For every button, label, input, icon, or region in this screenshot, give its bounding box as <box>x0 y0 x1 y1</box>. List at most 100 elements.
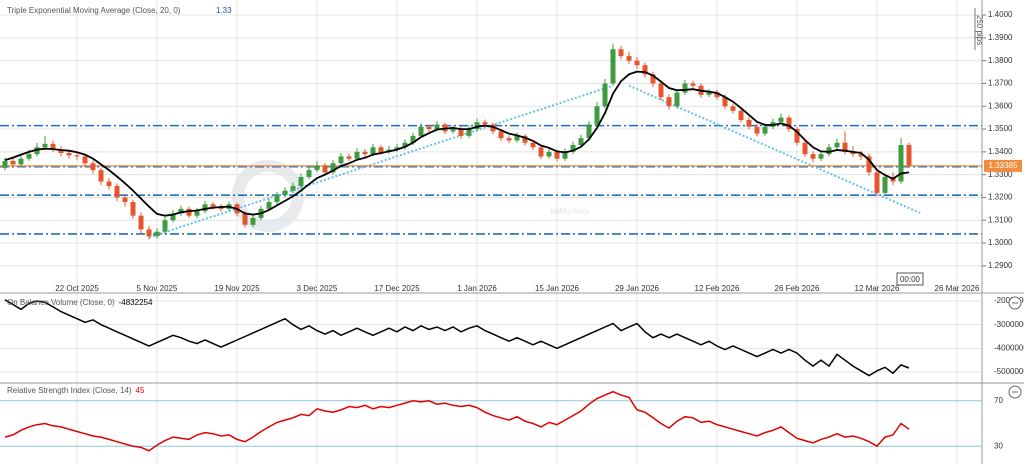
candle-body <box>106 181 112 187</box>
candle-body <box>114 186 120 198</box>
candle-body <box>474 122 480 130</box>
candle-body <box>426 126 432 130</box>
candle-body <box>826 147 832 155</box>
candle-body <box>682 83 688 93</box>
candle-body <box>130 202 136 216</box>
indicator-line <box>4 390 910 452</box>
indicator-title: Triple Exponential Moving Average (Close… <box>7 6 181 15</box>
candle-body <box>906 145 912 166</box>
y-tick-label: 1.2900 <box>988 261 1013 270</box>
time-label: 00:00 <box>900 275 921 284</box>
watermark: tetMarkets <box>550 207 591 216</box>
candle-body <box>618 49 624 57</box>
candle-body <box>642 65 648 75</box>
candle-body <box>2 160 8 168</box>
y-tick-label: 1.3600 <box>988 101 1013 110</box>
candle-body <box>98 170 104 182</box>
candle-body <box>450 129 456 132</box>
candle-body <box>858 154 864 157</box>
candle-body <box>490 124 496 132</box>
candle-body <box>690 83 696 86</box>
candle-body <box>554 151 560 159</box>
candle-body <box>10 160 16 165</box>
indicator-value: 1.33 <box>216 6 232 15</box>
candle-body <box>562 151 568 159</box>
y-tick-label: 1.3800 <box>988 56 1013 65</box>
candle-body <box>314 165 320 171</box>
candle-body <box>514 135 520 141</box>
candle-body <box>898 145 904 182</box>
candle-body <box>706 92 712 95</box>
indicator-title: Relative Strength Index (Close, 14) <box>7 386 132 395</box>
candle-body <box>754 126 760 134</box>
panel-button[interactable] <box>1008 385 1022 399</box>
candle-body <box>466 129 472 136</box>
candle-body <box>402 142 408 148</box>
x-tick-label: 17 Dec 2025 <box>374 284 420 293</box>
candle-body <box>818 154 824 159</box>
candle-body <box>26 154 32 159</box>
candle-body <box>138 215 144 230</box>
candle-body <box>338 156 344 164</box>
candle-body <box>282 190 288 196</box>
candle-body <box>66 152 72 156</box>
candle-body <box>378 147 384 152</box>
candle-body <box>34 147 40 155</box>
last-price-box <box>984 159 1022 172</box>
x-tick-label: 19 Nov 2025 <box>214 284 260 293</box>
tema-line <box>4 70 910 217</box>
y-tick-label: -4000000 <box>994 343 1024 352</box>
y-tick-label: 1.3500 <box>988 124 1013 133</box>
candle-body <box>202 204 208 212</box>
y-tick-label: 1.3900 <box>988 33 1013 42</box>
candle-body <box>210 204 216 207</box>
candle-body <box>850 151 856 155</box>
candle-body <box>362 151 368 155</box>
candle-body <box>786 117 792 130</box>
candle-body <box>322 165 328 173</box>
x-tick-label: 22 Oct 2025 <box>55 284 99 293</box>
candle-body <box>522 135 528 143</box>
time-label-box <box>896 272 924 286</box>
x-tick-label: 1 Jan 2026 <box>457 284 497 293</box>
last-price-label: 1.33385 <box>989 161 1018 170</box>
candle-body <box>498 131 504 139</box>
candle-body <box>674 92 680 107</box>
candle-body <box>18 158 24 165</box>
candle-body <box>866 156 872 173</box>
candle-body <box>122 197 128 203</box>
candle-body <box>170 213 176 221</box>
candle-body <box>570 145 576 152</box>
candle-body <box>458 129 464 136</box>
indicator-line <box>4 299 910 377</box>
candle-body <box>650 74 656 84</box>
candle-body <box>722 97 728 107</box>
x-tick-label: 12 Feb 2026 <box>695 284 740 293</box>
candle-body <box>794 129 800 143</box>
candle-body <box>434 124 440 130</box>
indicator-title: On Balance Volume (Close, 0) <box>7 298 115 307</box>
candle-body <box>242 213 248 225</box>
panel-button[interactable] <box>1008 296 1022 310</box>
candle-body <box>266 202 272 209</box>
x-tick-label: 15 Jan 2026 <box>535 284 580 293</box>
x-tick-label: 29 Jan 2026 <box>615 284 660 293</box>
candle-body <box>82 156 88 164</box>
candle-body <box>810 154 816 159</box>
candle-body <box>346 156 352 159</box>
candle-body <box>586 124 592 139</box>
candle-body <box>146 229 152 237</box>
candle-body <box>738 110 744 120</box>
x-tick-label: 5 Nov 2025 <box>137 284 178 293</box>
candle-body <box>290 186 296 191</box>
y-tick-label: 1.3400 <box>988 147 1013 156</box>
candle-body <box>762 126 768 134</box>
candle-body <box>354 151 360 159</box>
x-tick-label: 26 Mar 2026 <box>935 284 980 293</box>
candle-body <box>154 231 160 237</box>
candle-body <box>602 83 608 107</box>
candle-body <box>802 142 808 155</box>
candle-body <box>370 147 376 155</box>
